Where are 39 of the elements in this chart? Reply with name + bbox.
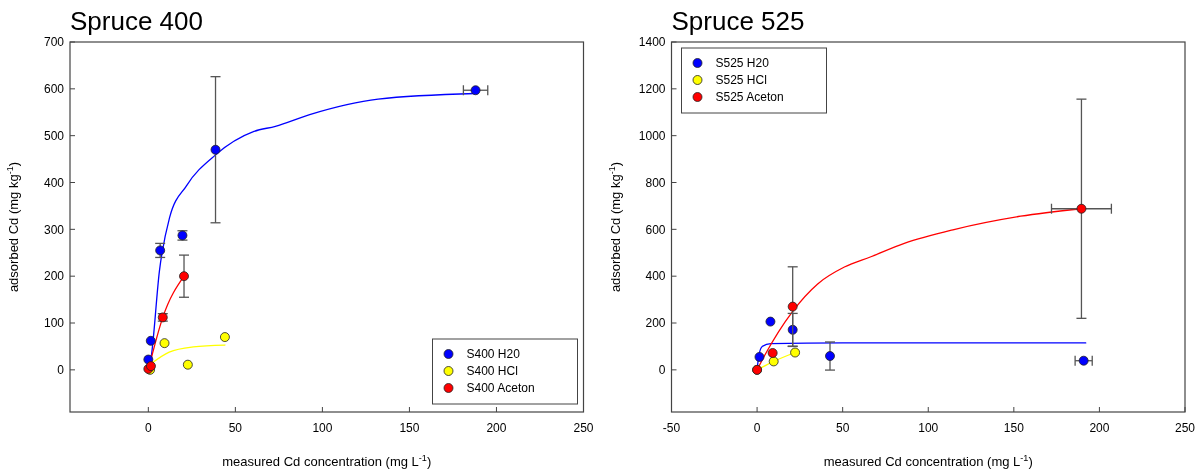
x-axis-title: measured Cd concentration (mg L$^{-1}$) [823,453,1033,469]
x-tick-label: 250 [573,421,594,435]
y-tick-label: 700 [43,35,65,50]
y-tick-label: 1000 [638,128,666,143]
chart-title: Spruce 525 [671,6,805,36]
y-tick-label: 200 [645,316,666,331]
y-tick-label: 400 [43,175,65,190]
legend-label: S525 H20 [715,56,770,71]
y-tick-label: 0 [57,363,65,378]
x-axis-title: measured Cd concentration (mg L$^{-1}$) [222,453,432,469]
x-tick-label: 200 [1089,421,1110,435]
y-tick-label: 600 [43,82,65,97]
legend-label: S525 Aceton [715,90,784,105]
y-tick-label: 100 [43,316,65,331]
y-tick-label: 1400 [638,35,666,50]
x-tick-label: 0 [144,421,152,435]
y-tick-label: 400 [645,269,666,284]
x-tick-label: 200 [486,421,507,435]
legend-label: S400 H20 [466,347,521,362]
y-tick-label: 300 [43,222,65,237]
x-tick-label: 250 [1174,421,1196,435]
legend-label: S400 HCl [466,364,518,379]
x-tick-label: 0 [753,421,761,435]
y-tick-label: 800 [645,175,666,190]
chart-title: Spruce 400 [70,6,203,36]
y-tick-label: 500 [43,128,65,143]
legend-label: S525 HCl [715,73,767,88]
x-tick-label: 50 [835,421,850,435]
legend-label: S400 Aceton [466,381,535,396]
x-tick-label: -50 [662,421,681,435]
y-tick-label: 200 [43,269,65,284]
x-tick-label: 50 [228,421,243,435]
y-tick-label: 600 [645,222,666,237]
x-tick-label: 100 [918,421,939,435]
x-tick-label: 150 [1003,421,1025,435]
y-tick-label: 1200 [638,82,666,97]
x-tick-label: 150 [399,421,420,435]
x-tick-label: 100 [312,421,333,435]
y-tick-label: 0 [658,363,666,378]
